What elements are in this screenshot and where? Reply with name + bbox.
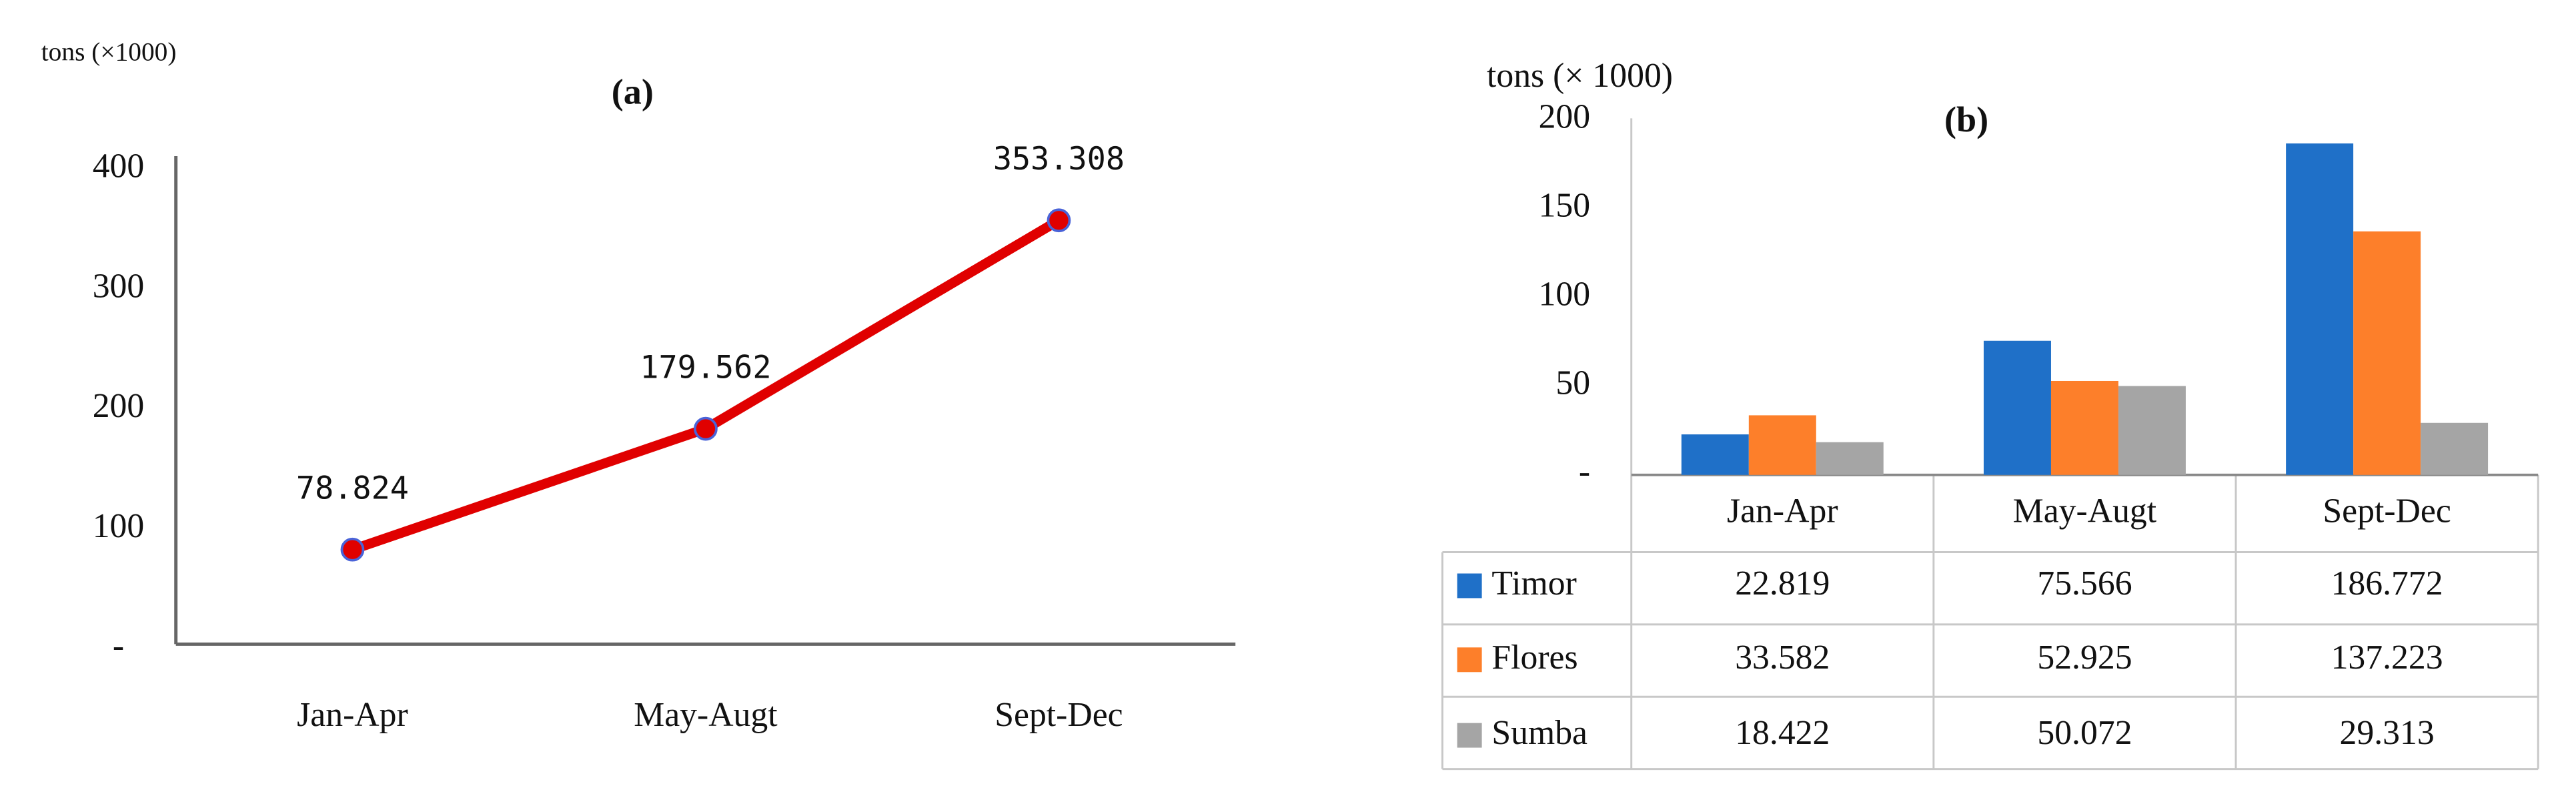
x-tick-label: May-Augt [634,696,778,734]
y-tick-label: 100 [93,507,145,545]
table-cell: 137.223 [2331,639,2443,677]
marker [340,537,365,562]
bar [2421,422,2489,475]
data-label: 353.308 [993,141,1125,177]
bar [2118,386,2186,475]
legend-swatch [1457,573,1482,598]
marker [1047,208,1071,233]
table-cell: 18.422 [1735,714,1830,752]
y-tick-label: 150 [1539,187,1591,225]
y-axis-label: tons (× 1000) [1487,57,1673,95]
legend-swatch [1457,723,1482,748]
bar [2286,143,2354,475]
y-tick-label: 400 [93,147,145,185]
legend-label: Sumba [1491,714,1587,752]
bar [1681,434,1749,475]
x-tick-label: Sept-Dec [2323,492,2451,530]
chart-title: (b) [1944,99,1988,139]
table-cell: 33.582 [1735,639,1830,677]
legend-label: Timor [1491,564,1576,602]
bar [2353,231,2421,475]
y-tick-label: 200 [93,387,145,425]
y-tick-label: - [113,627,124,665]
bar [1983,340,2051,475]
y-tick-label: 300 [93,267,145,305]
x-tick-label: Jan-Apr [297,696,408,734]
table-cell: 52.925 [2037,639,2132,677]
table-cell: 186.772 [2331,564,2443,602]
y-tick-label: 50 [1555,364,1590,402]
table-grid [1441,474,2539,771]
y-tick-label: 100 [1539,276,1591,314]
table-cell: 50.072 [2037,714,2132,752]
legend-swatch [1457,647,1482,673]
table-cell: 75.566 [2037,564,2132,602]
y-tick-label: 200 [1539,98,1591,136]
data-label: 78.824 [296,471,409,507]
x-tick-label: May-Augt [2013,492,2157,530]
data-label: 179.562 [640,350,771,386]
y-tick-label: - [1579,453,1590,491]
x-tick-label: Sept-Dec [995,696,1123,734]
marker [694,416,718,441]
bar [2050,380,2118,475]
bar [1816,442,1884,475]
x-tick-label: Jan-Apr [1727,492,1838,530]
table-cell: 29.313 [2340,714,2435,752]
chart-title: (a) [612,71,654,111]
bar [1748,415,1816,475]
table-cell: 22.819 [1735,564,1830,602]
y-axis-label: tons (×1000) [41,37,177,66]
legend-label: Flores [1491,639,1577,677]
